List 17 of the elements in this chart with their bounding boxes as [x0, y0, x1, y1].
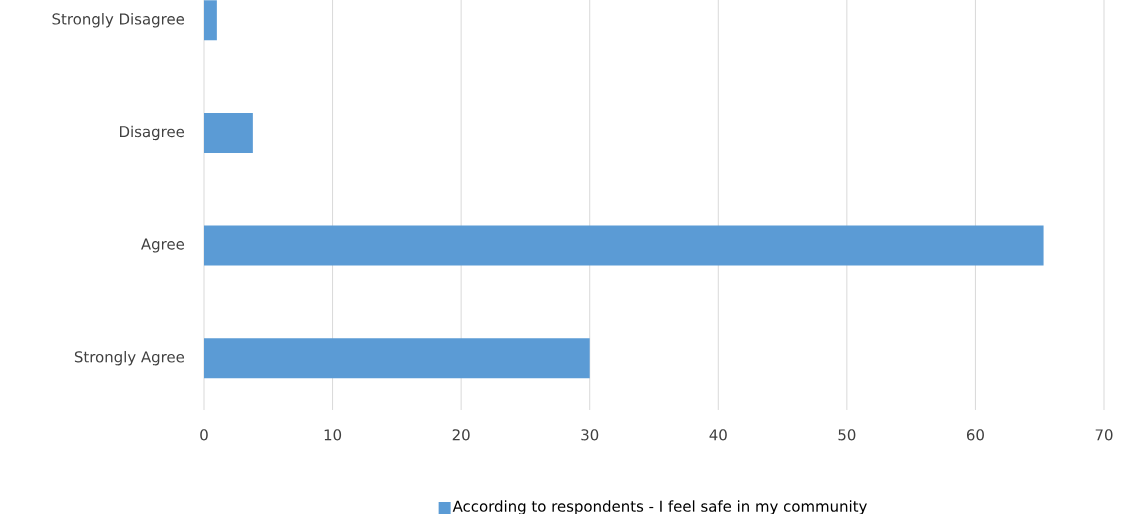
x-tick-label: 70 [1095, 429, 1113, 441]
x-tick-label: 30 [581, 429, 599, 441]
x-tick-label: 60 [966, 429, 984, 441]
x-tick-label: 10 [324, 429, 342, 441]
x-tick-label: 20 [452, 429, 470, 441]
x-tick-label: 40 [709, 429, 727, 441]
x-tick-label: 0 [200, 429, 208, 441]
bar [204, 0, 217, 41]
bar [204, 112, 253, 153]
bar [204, 338, 590, 379]
y-tick-label: Strongly Agree [74, 350, 185, 366]
y-tick-label: Disagree [120, 125, 185, 141]
bar [204, 225, 1044, 266]
y-tick-label: Agree [141, 238, 185, 253]
y-tick-label: Strongly Disagree [52, 13, 185, 28]
text: According to respondents - I feel safe in my community [452, 500, 867, 514]
x-tick-label: 50 [838, 429, 856, 441]
